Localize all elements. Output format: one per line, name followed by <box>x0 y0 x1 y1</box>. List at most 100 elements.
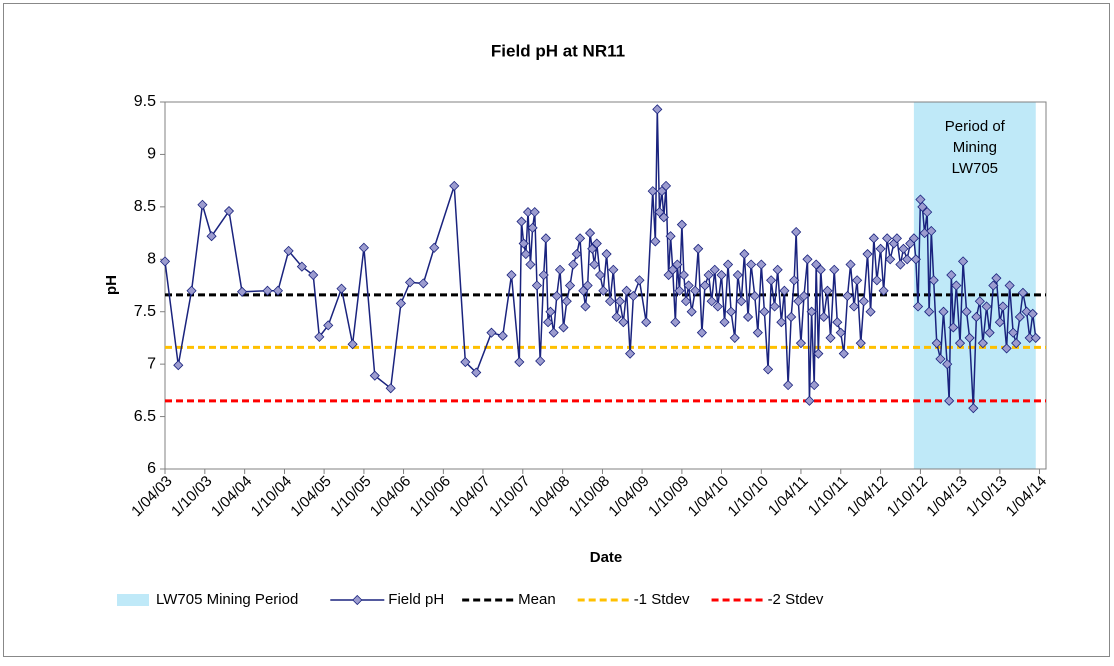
data-point <box>601 248 612 260</box>
data-point <box>994 317 1005 328</box>
data-point <box>564 280 576 291</box>
data-point <box>902 254 913 265</box>
data-point <box>621 285 632 296</box>
data-point <box>506 269 517 281</box>
data-point <box>589 259 600 270</box>
data-point <box>531 280 543 291</box>
data-point <box>931 338 942 349</box>
data-point <box>598 285 609 296</box>
data-point <box>665 231 676 242</box>
legend-label: Field pH <box>388 591 444 608</box>
data-point <box>988 280 999 291</box>
y-tick-label: 6 <box>147 460 156 477</box>
data-point <box>703 269 714 281</box>
data-point <box>1004 280 1015 291</box>
data-point <box>885 254 896 265</box>
legend-swatch <box>117 594 149 606</box>
data-point <box>961 306 972 317</box>
data-point <box>558 322 569 333</box>
data-point <box>868 233 879 244</box>
data-point <box>535 355 546 367</box>
data-point <box>272 285 284 296</box>
data-point <box>917 201 928 212</box>
data-point <box>910 254 921 265</box>
shaded-period <box>913 102 1036 469</box>
data-point <box>825 332 836 343</box>
data-point <box>882 233 893 244</box>
data-point <box>977 338 988 349</box>
data-point <box>395 298 406 309</box>
data-point <box>716 269 727 281</box>
data-point <box>813 348 824 359</box>
data-point <box>584 228 596 239</box>
data-point <box>871 275 882 286</box>
data-point <box>693 243 704 254</box>
data-point <box>336 283 347 294</box>
data-point <box>935 353 946 364</box>
data-point <box>542 317 554 328</box>
data-point <box>460 356 471 368</box>
data-point <box>429 242 440 253</box>
data-point <box>516 216 527 227</box>
data-point <box>634 275 645 286</box>
y-axis-label: pH <box>103 275 120 295</box>
data-point <box>848 301 860 312</box>
data-point <box>991 273 1002 284</box>
data-point <box>964 332 975 343</box>
data-point <box>845 259 856 270</box>
data-point <box>262 285 273 296</box>
shaded-annotation: Mining <box>953 139 997 156</box>
data-point <box>793 296 804 307</box>
data-point <box>594 269 606 281</box>
y-tick-label: 8 <box>147 251 156 268</box>
data-point <box>672 259 683 270</box>
data-point <box>323 320 334 331</box>
data-point <box>746 259 757 270</box>
data-point <box>926 225 937 237</box>
data-point <box>924 306 935 317</box>
data-point <box>522 207 534 218</box>
data-point <box>786 311 797 323</box>
data-point <box>752 327 763 338</box>
data-point <box>690 285 701 296</box>
data-point <box>729 332 740 343</box>
data-point <box>652 104 663 115</box>
data-point <box>173 360 184 371</box>
data-point <box>712 301 723 312</box>
data-point <box>1011 338 1022 349</box>
data-point <box>650 236 661 247</box>
data-point <box>948 322 959 333</box>
data-point <box>954 338 966 349</box>
legend-label: -1 Stdev <box>634 591 690 608</box>
data-point <box>811 259 822 270</box>
data-point <box>347 339 358 350</box>
data-point <box>798 290 810 302</box>
data-point <box>587 243 598 254</box>
data-point <box>680 296 692 307</box>
data-point <box>548 327 559 338</box>
data-point <box>832 317 843 328</box>
data-point <box>608 264 619 275</box>
legend-label: -2 Stdev <box>768 591 824 608</box>
data-point <box>944 395 955 406</box>
data-point <box>611 311 622 323</box>
data-point <box>968 403 979 414</box>
data-point <box>540 233 551 244</box>
data-point <box>891 233 902 244</box>
data-point <box>749 290 760 302</box>
data-point <box>971 311 982 323</box>
data-point <box>1014 311 1025 323</box>
data-point <box>763 364 774 375</box>
data-point <box>1027 308 1038 319</box>
data-point <box>772 264 783 275</box>
data-point <box>818 311 829 323</box>
data-point <box>418 278 429 289</box>
data-point <box>719 317 730 328</box>
data-point <box>314 331 325 342</box>
x-axis-label: Date <box>590 549 623 566</box>
data-point <box>946 269 957 281</box>
data-point <box>942 359 953 370</box>
data-point <box>678 269 689 281</box>
y-tick-label: 9 <box>147 146 156 163</box>
data-point <box>1008 327 1019 338</box>
